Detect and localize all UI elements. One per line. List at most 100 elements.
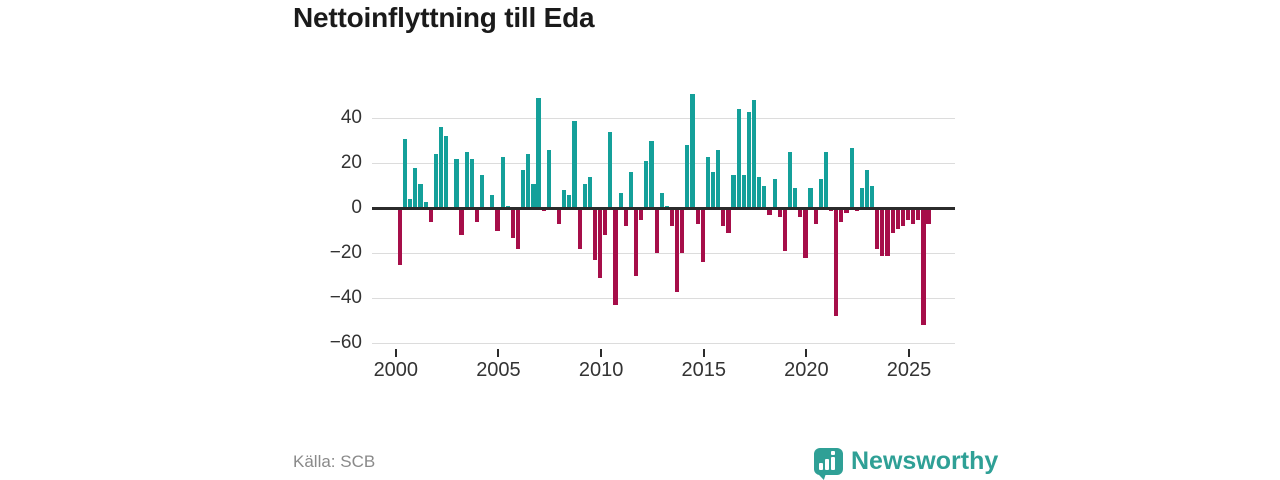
bar-2001-Q2 — [423, 201, 428, 210]
bar-2025-Q2 — [916, 207, 921, 220]
bar-2001-Q4 — [433, 154, 438, 210]
bar-2006-Q3 — [531, 183, 536, 210]
bar-2019-Q1 — [787, 152, 793, 210]
bar-2024-Q4 — [905, 207, 911, 220]
source-attribution: Källa: SCB — [293, 452, 376, 471]
bar-2023-Q1 — [870, 185, 875, 210]
bar-2018-Q1 — [767, 207, 772, 216]
bar-2005-Q1 — [500, 156, 505, 210]
bar-2000-Q4 — [413, 167, 418, 210]
bar-2010-Q2 — [608, 131, 613, 210]
bar-2020-Q2 — [813, 207, 818, 225]
bar-2017-Q3 — [757, 176, 762, 210]
bar-2025-Q1 — [911, 207, 916, 225]
bar-2001-Q1 — [418, 183, 423, 210]
bar-2021-Q4 — [844, 207, 849, 213]
x-axis-tick-label-2025: 2025 — [886, 359, 932, 381]
bar-2002-Q2 — [444, 136, 449, 210]
speech-bubble-tail — [814, 472, 827, 480]
bar-2001-Q3 — [428, 207, 433, 222]
bar-2009-Q1 — [582, 183, 587, 210]
bar-2011-Q2 — [628, 172, 634, 210]
y-axis-tick-label-40: 40 — [340, 107, 362, 129]
bar-2022-Q4 — [864, 170, 870, 210]
gridline-y-20 — [372, 162, 955, 164]
x-axis-tick-mark-2000 — [394, 349, 397, 357]
x-axis-tick-mark-2015 — [702, 349, 705, 357]
bar-2015-Q2 — [710, 172, 716, 210]
bar-2012-Q1 — [644, 161, 649, 210]
bar-2006-Q2 — [526, 154, 531, 210]
bar-2002-Q1 — [438, 127, 444, 210]
x-axis-tick-label-2005: 2005 — [476, 359, 521, 381]
bar-2005-Q4 — [515, 207, 521, 249]
x-axis-tick-mark-2005 — [497, 349, 500, 357]
bar-2004-Q3 — [490, 194, 495, 210]
bar-2022-Q3 — [859, 188, 864, 210]
bar-2020-Q1 — [808, 188, 813, 210]
x-axis-zero-line — [372, 206, 955, 210]
bar-2025-Q4 — [926, 207, 931, 225]
bar-2017-Q1 — [746, 111, 752, 210]
bar-2004-Q4 — [495, 207, 500, 231]
bar-2014-Q4 — [700, 207, 705, 263]
gridline-y--20 — [372, 252, 955, 254]
bar-2019-Q3 — [798, 207, 803, 218]
bar-2009-Q4 — [598, 207, 603, 279]
bar-2015-Q1 — [705, 156, 710, 210]
bar-2018-Q2 — [772, 179, 777, 210]
bar-2024-Q3 — [900, 207, 906, 227]
x-axis-tick-label-2015: 2015 — [681, 359, 726, 381]
bar-2013-Q3 — [675, 207, 680, 292]
bar-2014-Q2 — [690, 93, 695, 210]
bar-2008-Q4 — [577, 207, 582, 249]
bar-2025-Q3 — [921, 207, 926, 326]
y-axis-tick-label--20: −20 — [329, 242, 362, 264]
newsworthy-brand: Newsworthy — [814, 444, 998, 480]
bar-2011-Q1 — [623, 207, 628, 227]
bar-2002-Q4 — [454, 158, 459, 210]
x-axis-tick-label-2020: 2020 — [784, 359, 829, 381]
bar-2013-Q4 — [680, 207, 685, 254]
bar-2012-Q2 — [649, 140, 654, 210]
bar-2019-Q4 — [803, 207, 808, 258]
bar-2003-Q1 — [459, 207, 464, 236]
bar-2007-Q2 — [546, 149, 551, 210]
x-axis-tick-label-2010: 2010 — [578, 359, 624, 381]
logo-bar-tall — [831, 456, 835, 470]
bar-2021-Q2 — [834, 207, 839, 317]
bar-2009-Q3 — [592, 207, 598, 261]
bar-2016-Q4 — [741, 174, 746, 210]
bar-2018-Q4 — [782, 207, 787, 252]
bar-2014-Q1 — [685, 145, 690, 210]
newsworthy-logo-icon — [814, 447, 843, 480]
bar-2004-Q1 — [480, 174, 485, 210]
gridline-y--60 — [372, 342, 955, 344]
y-axis-tick-label-0: 0 — [351, 197, 362, 219]
gridline-y--40 — [372, 297, 955, 299]
bar-2010-Q3 — [613, 207, 618, 306]
logo-exclamation-dot — [831, 450, 835, 455]
bar-2017-Q4 — [762, 185, 767, 210]
bar-2000-Q3 — [408, 199, 413, 210]
bar-2013-Q2 — [669, 207, 675, 227]
bar-2020-Q4 — [823, 152, 829, 210]
bar-2011-Q3 — [633, 207, 639, 276]
bar-2006-Q1 — [521, 170, 526, 210]
bar-2009-Q2 — [587, 176, 592, 210]
bar-2019-Q2 — [793, 188, 798, 210]
gridline-y-40 — [372, 117, 955, 119]
bar-2012-Q3 — [654, 207, 659, 254]
bar-2010-Q1 — [603, 207, 608, 236]
bar-2021-Q3 — [839, 207, 844, 222]
bar-2000-Q2 — [403, 138, 408, 210]
bar-2011-Q4 — [639, 207, 644, 220]
bar-2016-Q1 — [726, 207, 731, 234]
y-axis-tick-label-20: 20 — [340, 152, 362, 174]
bar-2020-Q3 — [818, 179, 823, 210]
bar-2003-Q3 — [469, 158, 474, 210]
bar-2003-Q2 — [464, 152, 469, 210]
bar-2007-Q4 — [556, 207, 562, 225]
bar-2022-Q1 — [849, 147, 854, 210]
y-axis-tick-label--40: −40 — [329, 287, 362, 309]
